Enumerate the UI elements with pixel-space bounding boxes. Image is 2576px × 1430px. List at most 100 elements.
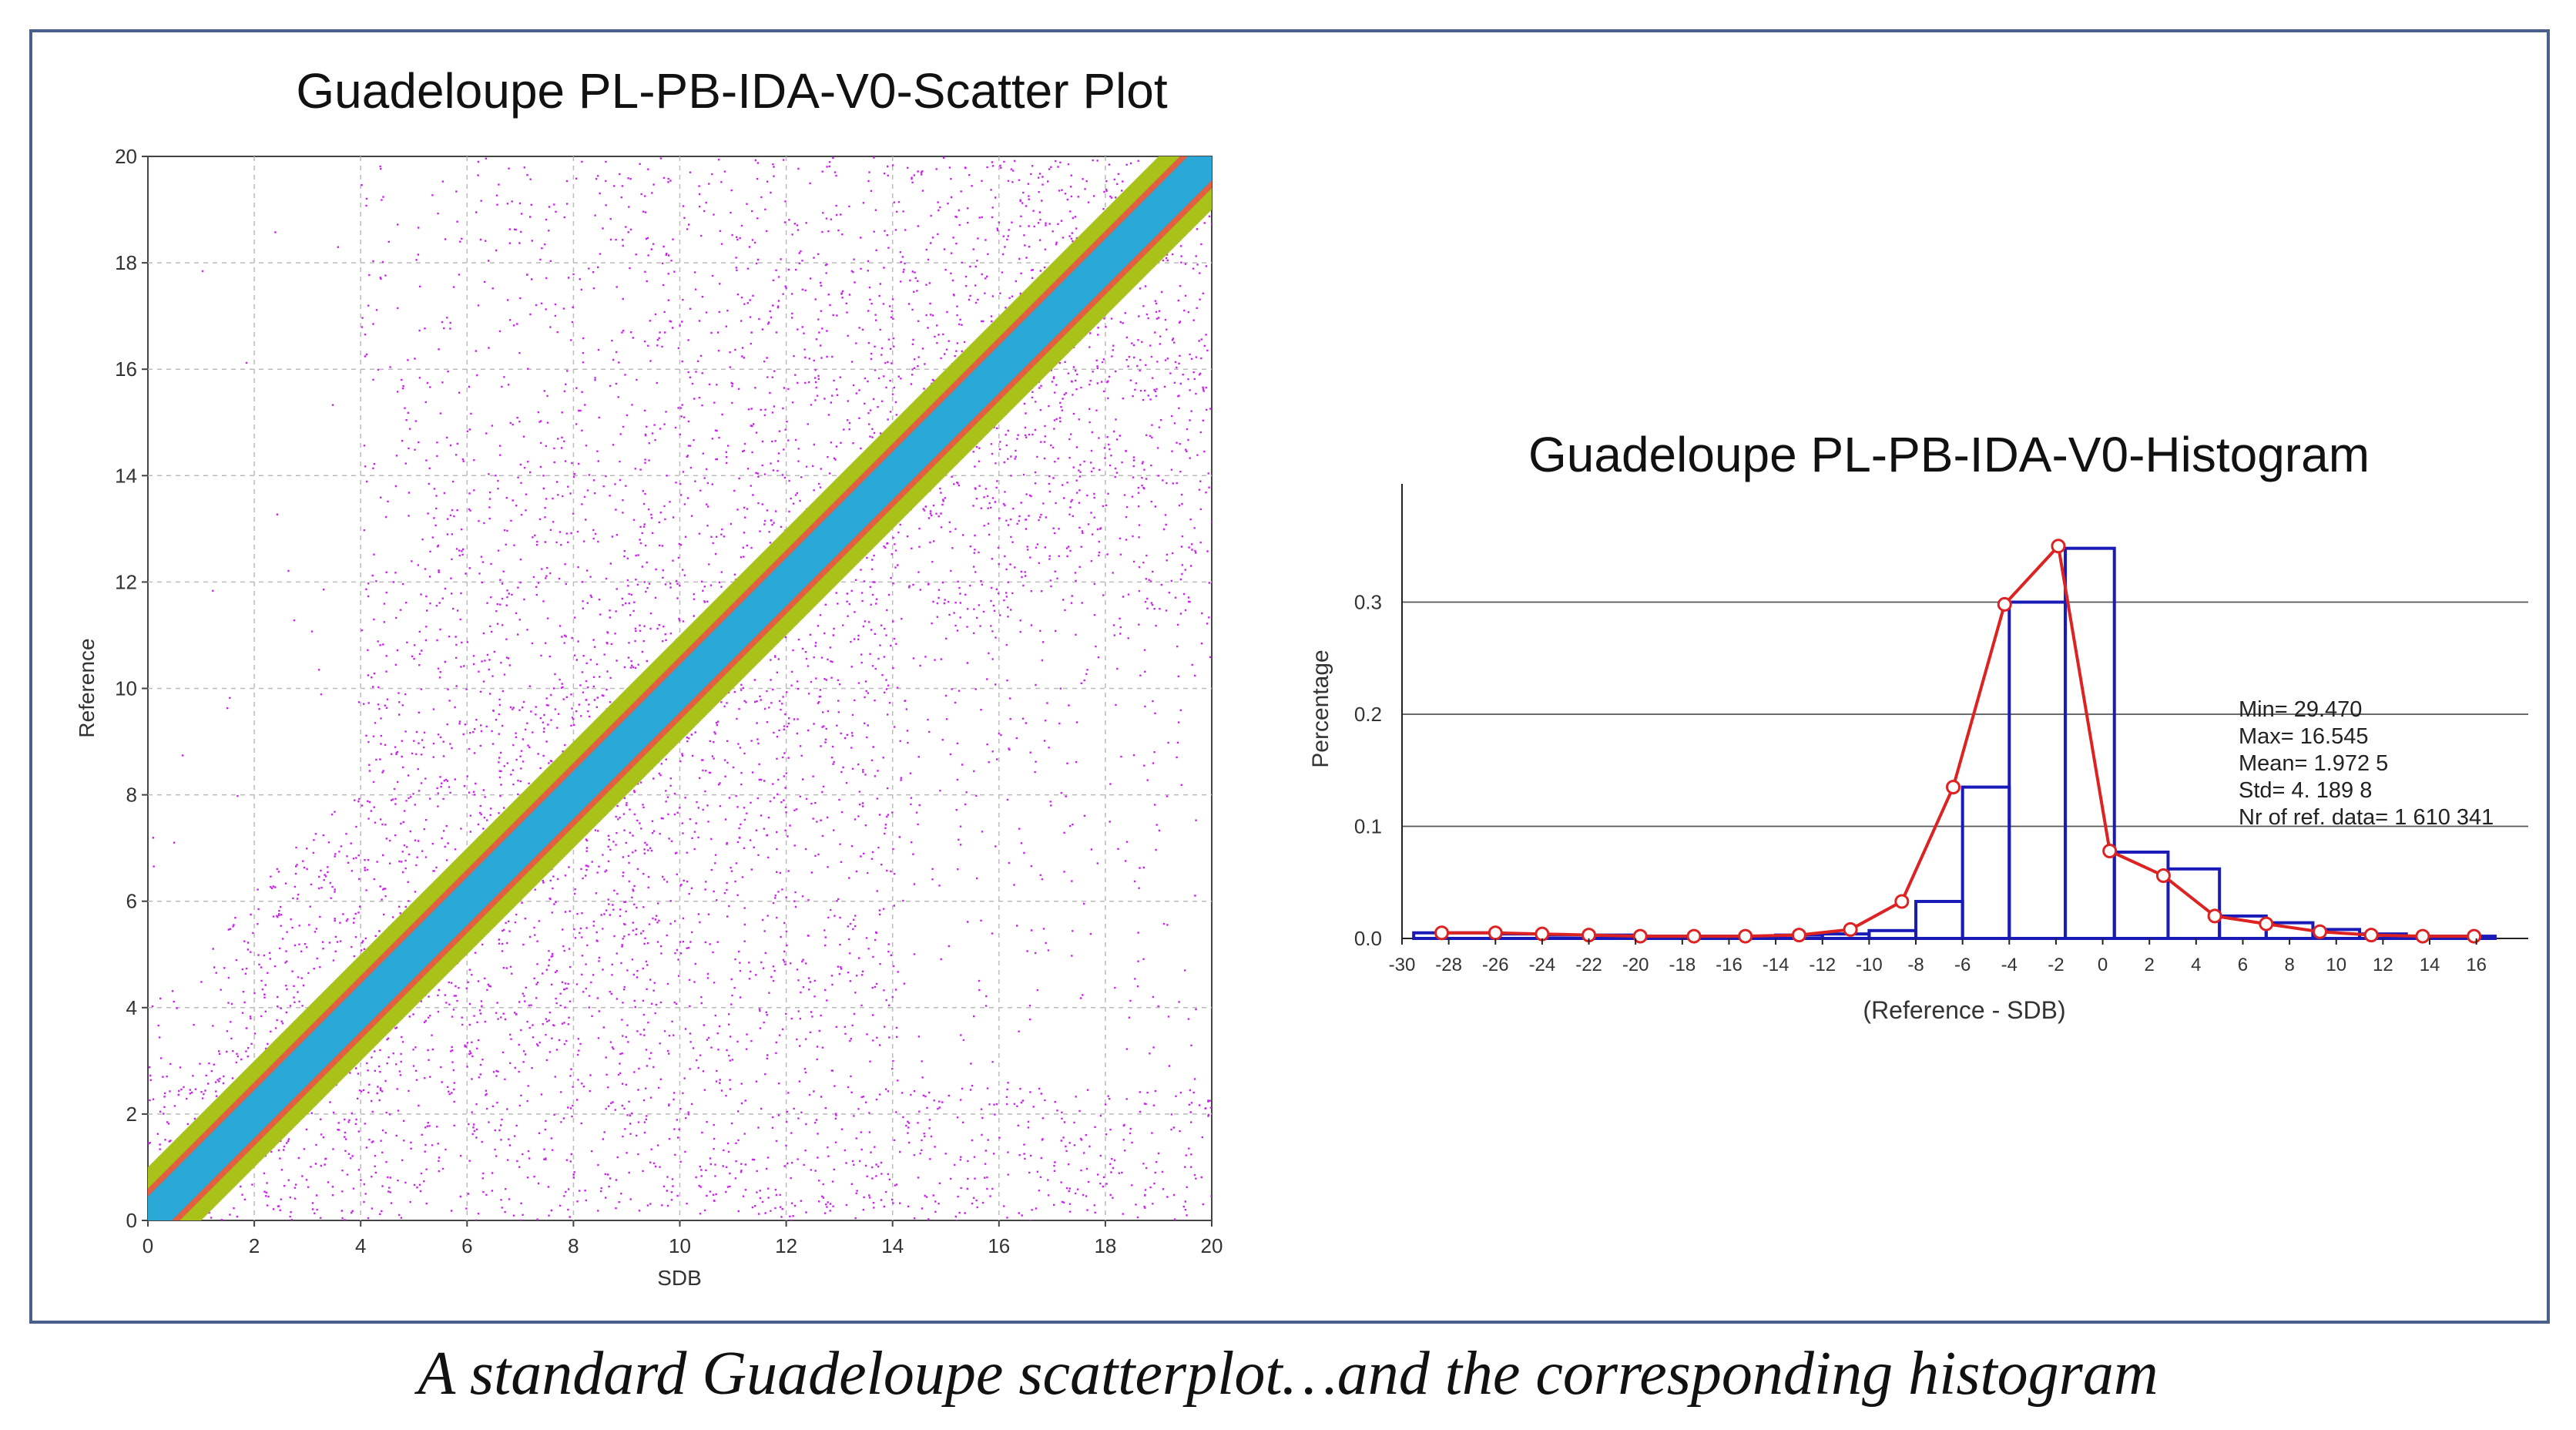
histogram-x-label: (Reference - SDB) bbox=[1863, 996, 2065, 1024]
scatter-y-tick-label: 16 bbox=[115, 358, 137, 381]
histogram-x-tick-label: -20 bbox=[1622, 955, 1649, 975]
histogram-x-tick-label: -12 bbox=[1809, 955, 1836, 975]
scatter-y-tick-label: 4 bbox=[126, 996, 137, 1019]
histogram-x-tick-label: -8 bbox=[1907, 955, 1924, 975]
histogram-x-ticks: -30 -28 -26 -24 -22 -20 -18 -16 -14 -12 -10 -8 -6 -4-… bbox=[1389, 938, 2487, 975]
histogram-x-tick-label: 16 bbox=[2466, 955, 2487, 975]
histogram-bar bbox=[1914, 899, 1964, 940]
histogram-stat-line: Mean= 1.972 5 bbox=[2239, 751, 2388, 776]
scatter-y-tick-label: 8 bbox=[126, 784, 137, 807]
histogram-line-point bbox=[2415, 928, 2430, 944]
scatter-y-tick-label: 2 bbox=[126, 1103, 137, 1126]
histogram-y-ticks: 0.0 0.1 0.2 0.3 bbox=[1354, 591, 1382, 951]
histogram-bar bbox=[2166, 867, 2222, 941]
histogram-line-point bbox=[1843, 921, 1858, 937]
histogram-x-tick-label: 12 bbox=[2373, 955, 2393, 975]
histogram-stat-line: Min= 29.470 bbox=[2239, 697, 2362, 722]
histogram-y-tick-label: 0.1 bbox=[1354, 815, 1382, 838]
histogram-x-tick-label: -22 bbox=[1575, 955, 1602, 975]
histogram-line-point bbox=[1434, 925, 1450, 941]
histogram-line-point bbox=[2363, 928, 2379, 943]
scatter-diagonal-bands bbox=[148, 156, 1212, 1220]
histogram-x-tick-label: 10 bbox=[2326, 955, 2346, 975]
histogram-x-tick-label: -10 bbox=[1856, 955, 1883, 975]
histogram-x-tick-label: 14 bbox=[2420, 955, 2440, 975]
histogram-x-tick-label: -26 bbox=[1482, 955, 1509, 975]
histogram-line-point bbox=[1894, 894, 1910, 909]
histogram-x-tick-label: -14 bbox=[1763, 955, 1789, 975]
scatter-x-tick-label: 12 bbox=[775, 1234, 797, 1257]
histogram-bar bbox=[1412, 931, 1439, 940]
histogram-y-tick-label: 0.3 bbox=[1354, 591, 1382, 614]
scatter-band-inner-band bbox=[148, 156, 1212, 1220]
histogram-line-point bbox=[2102, 844, 2118, 859]
histogram-chart: Guadeloupe PL-PB-IDA-V0-Histogram -30 -28… bbox=[1308, 427, 2528, 1024]
histogram-line-point bbox=[2207, 908, 2222, 924]
histogram-stat-line: Max= 16.545 bbox=[2239, 724, 2368, 749]
histogram-x-tick-label: -16 bbox=[1716, 955, 1742, 975]
histogram-bar bbox=[2064, 546, 2116, 940]
scatter-x-tick-label: 10 bbox=[669, 1234, 691, 1257]
histogram-x-tick-label: 6 bbox=[2238, 955, 2248, 975]
scatter-x-tick-label: 14 bbox=[881, 1234, 904, 1257]
scatter-x-tick-label: 6 bbox=[461, 1234, 472, 1257]
histogram-x-tick-label: 0 bbox=[2098, 955, 2108, 975]
scatter-y-tick-label: 18 bbox=[115, 251, 137, 274]
histogram-stat-line: Std= 4. 189 8 bbox=[2239, 778, 2372, 803]
histogram-line-point bbox=[1946, 780, 1961, 795]
figure-caption: A standard Guadeloupe scatterplot…and th… bbox=[418, 1340, 2158, 1408]
histogram-bar bbox=[1961, 785, 2011, 941]
scatter-y-tick-label: 0 bbox=[126, 1209, 137, 1232]
histogram-x-tick-label: -24 bbox=[1529, 955, 1556, 975]
scatter-x-ticks: 0 2 4 6 8 10 12 14 16 18 20 bbox=[143, 1220, 1223, 1257]
histogram-x-tick-label: -30 bbox=[1389, 955, 1416, 975]
histogram-line-point bbox=[1686, 928, 1702, 944]
scatter-x-tick-label: 0 bbox=[143, 1234, 153, 1257]
histogram-line-point bbox=[2313, 924, 2328, 939]
histogram-x-tick-label: -2 bbox=[2048, 955, 2064, 975]
histogram-line-point bbox=[1738, 928, 1753, 944]
scatter-x-tick-label: 18 bbox=[1094, 1234, 1116, 1257]
histogram-line-point bbox=[1997, 596, 2012, 612]
scatter-y-tick-label: 14 bbox=[115, 464, 137, 487]
histogram-x-tick-label: 2 bbox=[2145, 955, 2155, 975]
scatter-x-tick-label: 20 bbox=[1201, 1234, 1223, 1257]
scatter-x-label: SDB bbox=[657, 1266, 702, 1290]
histogram-line-point bbox=[2155, 868, 2171, 884]
scatter-x-tick-label: 2 bbox=[249, 1234, 260, 1257]
histogram-gridlines bbox=[1402, 601, 2528, 827]
histogram-line-point bbox=[1535, 926, 1550, 942]
histogram-x-tick-label: -28 bbox=[1435, 955, 1462, 975]
histogram-bar bbox=[2007, 600, 2068, 940]
histogram-x-tick-label: -18 bbox=[1669, 955, 1696, 975]
scatter-y-tick-label: 10 bbox=[115, 677, 137, 700]
scatter-y-tick-label: 12 bbox=[115, 570, 137, 593]
histogram-x-tick-label: -4 bbox=[2001, 955, 2018, 975]
histogram-y-tick-label: 0.2 bbox=[1354, 703, 1382, 726]
histogram-line-point bbox=[2051, 539, 2066, 554]
scatter-x-tick-label: 8 bbox=[568, 1234, 579, 1257]
histogram-y-tick-label: 0.0 bbox=[1354, 927, 1382, 950]
histogram-x-tick-label: 8 bbox=[2284, 955, 2294, 975]
histogram-line-point bbox=[1488, 925, 1503, 941]
scatter-x-tick-label: 16 bbox=[988, 1234, 1010, 1257]
histogram-bar bbox=[1867, 928, 1918, 940]
histogram-line-point bbox=[2259, 916, 2274, 932]
histogram-y-label: Percentage bbox=[1308, 650, 1333, 767]
scatter-x-tick-label: 4 bbox=[355, 1234, 366, 1257]
scatter-y-label: Reference bbox=[75, 638, 99, 737]
histogram-line-point bbox=[1632, 928, 1648, 944]
histogram-stat-line: Nr of ref. data= 1 610 341 bbox=[2239, 805, 2494, 830]
scatter-y-tick-label: 6 bbox=[126, 890, 137, 913]
histogram-line-point bbox=[2467, 928, 2482, 944]
scatter-y-tick-label: 20 bbox=[115, 145, 137, 168]
histogram-title: Guadeloupe PL-PB-IDA-V0-Histogram bbox=[1528, 427, 2370, 482]
scatter-title: Guadeloupe PL-PB-IDA-V0-Scatter Plot bbox=[296, 63, 1167, 119]
scatter-chart: Guadeloupe PL-PB-IDA-V0-Scatter Plot 0 2 4… bbox=[75, 63, 1223, 1290]
scatter-y-ticks: 0 2 4 6 8 10 12 14 16 18 20 bbox=[115, 145, 148, 1232]
histogram-x-tick-label: -6 bbox=[1954, 955, 1971, 975]
histogram-line-point bbox=[1791, 928, 1806, 943]
histogram-x-tick-label: 4 bbox=[2191, 955, 2201, 975]
